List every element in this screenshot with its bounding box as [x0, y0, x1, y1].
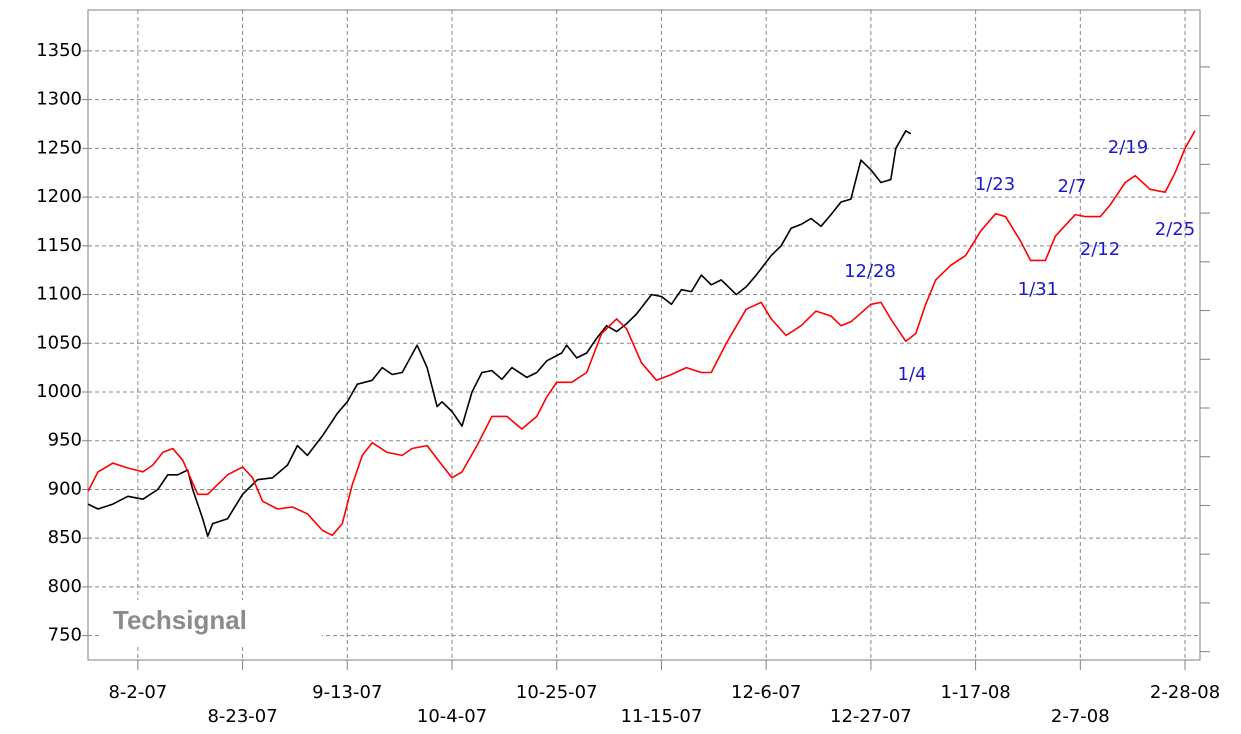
x-tick-label: 8-2-07: [108, 682, 167, 703]
x-tick-label: 10-4-07: [417, 706, 487, 727]
annotation: 2/12: [1080, 239, 1120, 260]
y-tick-label: 1050: [36, 332, 82, 353]
watermark-bg: [100, 600, 322, 644]
x-tick-label: 1-17-08: [940, 682, 1010, 703]
watermark: Techsignal: [113, 605, 247, 635]
annotation: 1/4: [898, 364, 927, 385]
plot-frame: [87, 9, 1201, 661]
y-tick-label: 800: [48, 576, 82, 597]
y-tick-label: 850: [48, 527, 82, 548]
annotation: 12/28: [844, 261, 896, 282]
y-tick-label: 1250: [36, 137, 82, 158]
annotation: 2/25: [1155, 219, 1195, 240]
y-tick-label: 1300: [36, 89, 82, 110]
x-tick-label: 9-13-07: [312, 682, 382, 703]
annotation: 1/31: [1018, 279, 1058, 300]
data-line: [87, 130, 912, 537]
y-tick-label: 900: [48, 478, 82, 499]
y-tick-label: 1000: [36, 381, 82, 402]
x-tick-label: 12-27-07: [830, 706, 912, 727]
x-tick-label: 2-7-08: [1051, 706, 1110, 727]
x-tick-label: 10-25-07: [516, 682, 598, 703]
data-line: [87, 130, 1196, 537]
annotation: 2/19: [1108, 137, 1148, 158]
x-tick-label: 11-15-07: [621, 706, 703, 727]
y-tick-label: 950: [48, 430, 82, 451]
annotation: 1/23: [975, 174, 1015, 195]
y-tick-label: 1100: [36, 284, 82, 305]
annotation: 2/7: [1058, 176, 1087, 197]
y-tick-label: 1350: [36, 40, 82, 61]
y-tick-label: 1150: [36, 235, 82, 256]
x-tick-label: 12-6-07: [731, 682, 801, 703]
y-tick-label: 1200: [36, 186, 82, 207]
y-tick-label: 750: [48, 625, 82, 646]
x-tick-label: 2-28-08: [1150, 682, 1220, 703]
x-tick-label: 8-23-07: [207, 706, 277, 727]
